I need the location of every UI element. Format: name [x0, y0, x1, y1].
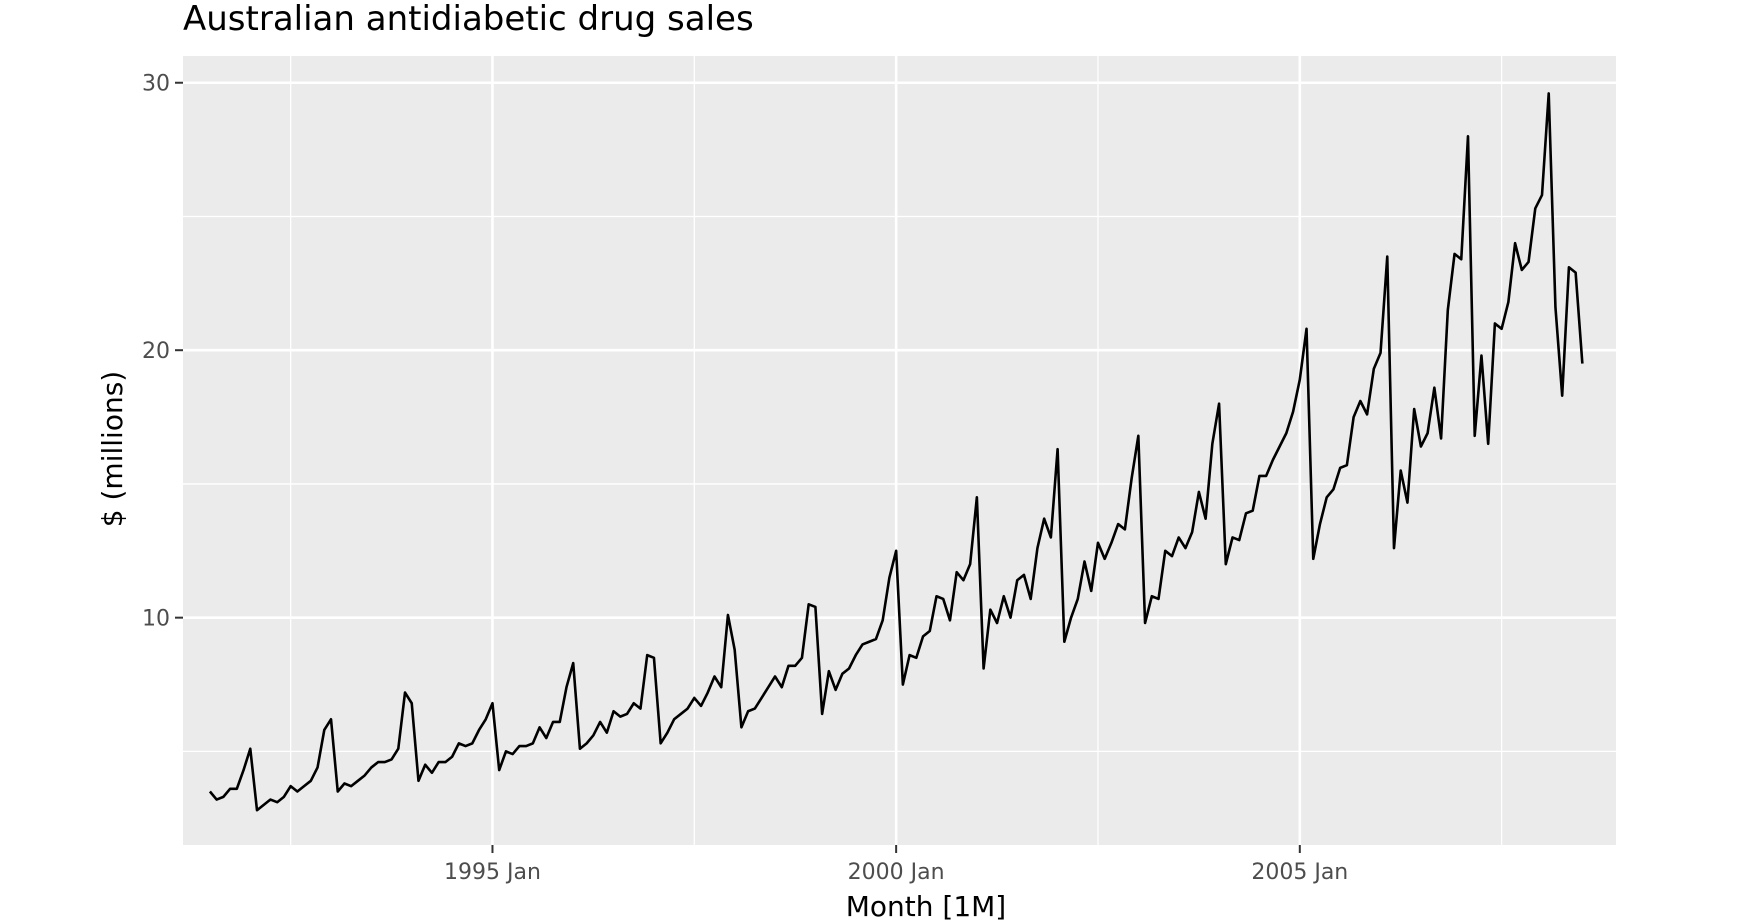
plot-panel: [183, 56, 1616, 845]
y-axis: 10 20 30: [142, 72, 183, 632]
chart-title: Australian antidiabetic drug sales: [183, 0, 754, 39]
x-axis-title: Month [1M]: [846, 890, 1006, 923]
minor-gridlines: [183, 56, 1616, 845]
y-tick-label: 20: [142, 339, 170, 364]
series-line: [208, 92, 1584, 812]
y-axis-title: $ (millions): [96, 371, 129, 527]
x-axis: 1995 Jan 2000 Jan 2005 Jan: [444, 845, 1348, 885]
x-tick-label: 2005 Jan: [1251, 860, 1348, 885]
major-gridlines: [183, 56, 1616, 845]
y-tick-label: 30: [142, 72, 170, 97]
x-tick-label: 2000 Jan: [848, 860, 945, 885]
x-tick-label: 1995 Jan: [444, 860, 541, 885]
y-tick-label: 10: [142, 607, 170, 632]
